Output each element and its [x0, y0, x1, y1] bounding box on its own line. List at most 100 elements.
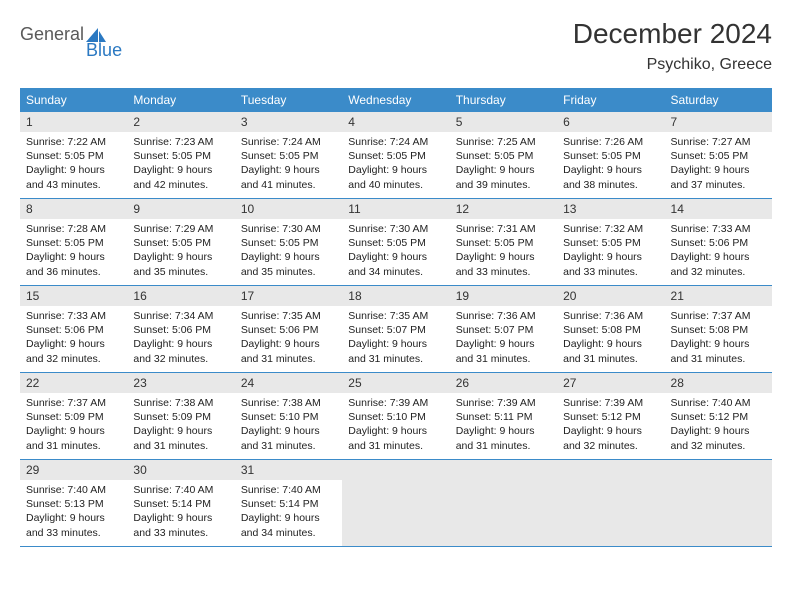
- sunset-line: Sunset: 5:14 PM: [133, 497, 228, 511]
- daylight-line: Daylight: 9 hours and 31 minutes.: [348, 337, 443, 365]
- sunrise-line: Sunrise: 7:31 AM: [456, 222, 551, 236]
- sunset-line: Sunset: 5:06 PM: [133, 323, 228, 337]
- sunrise-line: Sunrise: 7:22 AM: [26, 135, 121, 149]
- sunrise-line: Sunrise: 7:24 AM: [348, 135, 443, 149]
- day-body: Sunrise: 7:23 AMSunset: 5:05 PMDaylight:…: [127, 132, 234, 198]
- title-block: December 2024 Psychiko, Greece: [573, 18, 772, 74]
- daylight-line: Daylight: 9 hours and 31 minutes.: [348, 424, 443, 452]
- day-body: Sunrise: 7:30 AMSunset: 5:05 PMDaylight:…: [235, 219, 342, 285]
- sunset-line: Sunset: 5:05 PM: [26, 149, 121, 163]
- sunset-line: Sunset: 5:13 PM: [26, 497, 121, 511]
- day-number: 5: [450, 112, 557, 132]
- sunrise-line: Sunrise: 7:23 AM: [133, 135, 228, 149]
- week-row: 1Sunrise: 7:22 AMSunset: 5:05 PMDaylight…: [20, 112, 772, 199]
- sunrise-line: Sunrise: 7:28 AM: [26, 222, 121, 236]
- day-number: 25: [342, 373, 449, 393]
- day-number: 29: [20, 460, 127, 480]
- day-number: 8: [20, 199, 127, 219]
- sunset-line: Sunset: 5:06 PM: [26, 323, 121, 337]
- daylight-line: Daylight: 9 hours and 32 minutes.: [563, 424, 658, 452]
- sunset-line: Sunset: 5:06 PM: [671, 236, 766, 250]
- day-cell-empty: [342, 460, 449, 546]
- sunrise-line: Sunrise: 7:40 AM: [26, 483, 121, 497]
- day-body: Sunrise: 7:35 AMSunset: 5:06 PMDaylight:…: [235, 306, 342, 372]
- sunset-line: Sunset: 5:05 PM: [241, 236, 336, 250]
- sunset-line: Sunset: 5:09 PM: [133, 410, 228, 424]
- day-cell: 28Sunrise: 7:40 AMSunset: 5:12 PMDayligh…: [665, 373, 772, 459]
- sunrise-line: Sunrise: 7:40 AM: [133, 483, 228, 497]
- daylight-line: Daylight: 9 hours and 37 minutes.: [671, 163, 766, 191]
- sunset-line: Sunset: 5:05 PM: [563, 149, 658, 163]
- daylight-line: Daylight: 9 hours and 31 minutes.: [563, 337, 658, 365]
- sunrise-line: Sunrise: 7:34 AM: [133, 309, 228, 323]
- daylight-line: Daylight: 9 hours and 42 minutes.: [133, 163, 228, 191]
- day-cell: 25Sunrise: 7:39 AMSunset: 5:10 PMDayligh…: [342, 373, 449, 459]
- day-body: Sunrise: 7:28 AMSunset: 5:05 PMDaylight:…: [20, 219, 127, 285]
- day-body: Sunrise: 7:25 AMSunset: 5:05 PMDaylight:…: [450, 132, 557, 198]
- day-cell: 18Sunrise: 7:35 AMSunset: 5:07 PMDayligh…: [342, 286, 449, 372]
- day-cell: 16Sunrise: 7:34 AMSunset: 5:06 PMDayligh…: [127, 286, 234, 372]
- day-cell: 14Sunrise: 7:33 AMSunset: 5:06 PMDayligh…: [665, 199, 772, 285]
- daylight-line: Daylight: 9 hours and 34 minutes.: [241, 511, 336, 539]
- day-cell: 24Sunrise: 7:38 AMSunset: 5:10 PMDayligh…: [235, 373, 342, 459]
- sunrise-line: Sunrise: 7:24 AM: [241, 135, 336, 149]
- day-number: 13: [557, 199, 664, 219]
- day-cell: 11Sunrise: 7:30 AMSunset: 5:05 PMDayligh…: [342, 199, 449, 285]
- daylight-line: Daylight: 9 hours and 41 minutes.: [241, 163, 336, 191]
- daylight-line: Daylight: 9 hours and 38 minutes.: [563, 163, 658, 191]
- day-number: 27: [557, 373, 664, 393]
- daylight-line: Daylight: 9 hours and 31 minutes.: [26, 424, 121, 452]
- day-body: Sunrise: 7:22 AMSunset: 5:05 PMDaylight:…: [20, 132, 127, 198]
- day-cell: 7Sunrise: 7:27 AMSunset: 5:05 PMDaylight…: [665, 112, 772, 198]
- week-row: 15Sunrise: 7:33 AMSunset: 5:06 PMDayligh…: [20, 286, 772, 373]
- day-number: 1: [20, 112, 127, 132]
- day-body: Sunrise: 7:39 AMSunset: 5:10 PMDaylight:…: [342, 393, 449, 459]
- day-body: Sunrise: 7:40 AMSunset: 5:14 PMDaylight:…: [127, 480, 234, 546]
- week-row: 22Sunrise: 7:37 AMSunset: 5:09 PMDayligh…: [20, 373, 772, 460]
- weeks-container: 1Sunrise: 7:22 AMSunset: 5:05 PMDaylight…: [20, 112, 772, 547]
- sunset-line: Sunset: 5:12 PM: [563, 410, 658, 424]
- sunrise-line: Sunrise: 7:35 AM: [241, 309, 336, 323]
- day-body: Sunrise: 7:33 AMSunset: 5:06 PMDaylight:…: [665, 219, 772, 285]
- sunset-line: Sunset: 5:05 PM: [133, 236, 228, 250]
- day-number: 31: [235, 460, 342, 480]
- day-cell: 6Sunrise: 7:26 AMSunset: 5:05 PMDaylight…: [557, 112, 664, 198]
- sunset-line: Sunset: 5:10 PM: [241, 410, 336, 424]
- day-number: 9: [127, 199, 234, 219]
- daylight-line: Daylight: 9 hours and 33 minutes.: [456, 250, 551, 278]
- day-body: Sunrise: 7:26 AMSunset: 5:05 PMDaylight:…: [557, 132, 664, 198]
- sunset-line: Sunset: 5:05 PM: [671, 149, 766, 163]
- sunrise-line: Sunrise: 7:25 AM: [456, 135, 551, 149]
- sunset-line: Sunset: 5:12 PM: [671, 410, 766, 424]
- sunset-line: Sunset: 5:05 PM: [241, 149, 336, 163]
- month-title: December 2024: [573, 18, 772, 50]
- sunset-line: Sunset: 5:05 PM: [348, 236, 443, 250]
- sunrise-line: Sunrise: 7:37 AM: [671, 309, 766, 323]
- day-cell: 31Sunrise: 7:40 AMSunset: 5:14 PMDayligh…: [235, 460, 342, 546]
- day-number: 3: [235, 112, 342, 132]
- day-body: Sunrise: 7:38 AMSunset: 5:10 PMDaylight:…: [235, 393, 342, 459]
- day-number: 19: [450, 286, 557, 306]
- day-cell: 1Sunrise: 7:22 AMSunset: 5:05 PMDaylight…: [20, 112, 127, 198]
- day-cell: 30Sunrise: 7:40 AMSunset: 5:14 PMDayligh…: [127, 460, 234, 546]
- day-body: Sunrise: 7:37 AMSunset: 5:08 PMDaylight:…: [665, 306, 772, 372]
- sunrise-line: Sunrise: 7:39 AM: [456, 396, 551, 410]
- day-body: Sunrise: 7:24 AMSunset: 5:05 PMDaylight:…: [342, 132, 449, 198]
- sunset-line: Sunset: 5:06 PM: [241, 323, 336, 337]
- sunrise-line: Sunrise: 7:30 AM: [241, 222, 336, 236]
- sunrise-line: Sunrise: 7:39 AM: [563, 396, 658, 410]
- day-number: 26: [450, 373, 557, 393]
- week-row: 29Sunrise: 7:40 AMSunset: 5:13 PMDayligh…: [20, 460, 772, 547]
- day-body: Sunrise: 7:31 AMSunset: 5:05 PMDaylight:…: [450, 219, 557, 285]
- sunrise-line: Sunrise: 7:33 AM: [671, 222, 766, 236]
- sunrise-line: Sunrise: 7:32 AM: [563, 222, 658, 236]
- day-body: Sunrise: 7:37 AMSunset: 5:09 PMDaylight:…: [20, 393, 127, 459]
- day-cell: 4Sunrise: 7:24 AMSunset: 5:05 PMDaylight…: [342, 112, 449, 198]
- week-row: 8Sunrise: 7:28 AMSunset: 5:05 PMDaylight…: [20, 199, 772, 286]
- sunset-line: Sunset: 5:08 PM: [563, 323, 658, 337]
- sunset-line: Sunset: 5:05 PM: [26, 236, 121, 250]
- daylight-line: Daylight: 9 hours and 39 minutes.: [456, 163, 551, 191]
- day-number: 30: [127, 460, 234, 480]
- day-number: 21: [665, 286, 772, 306]
- day-cell: 19Sunrise: 7:36 AMSunset: 5:07 PMDayligh…: [450, 286, 557, 372]
